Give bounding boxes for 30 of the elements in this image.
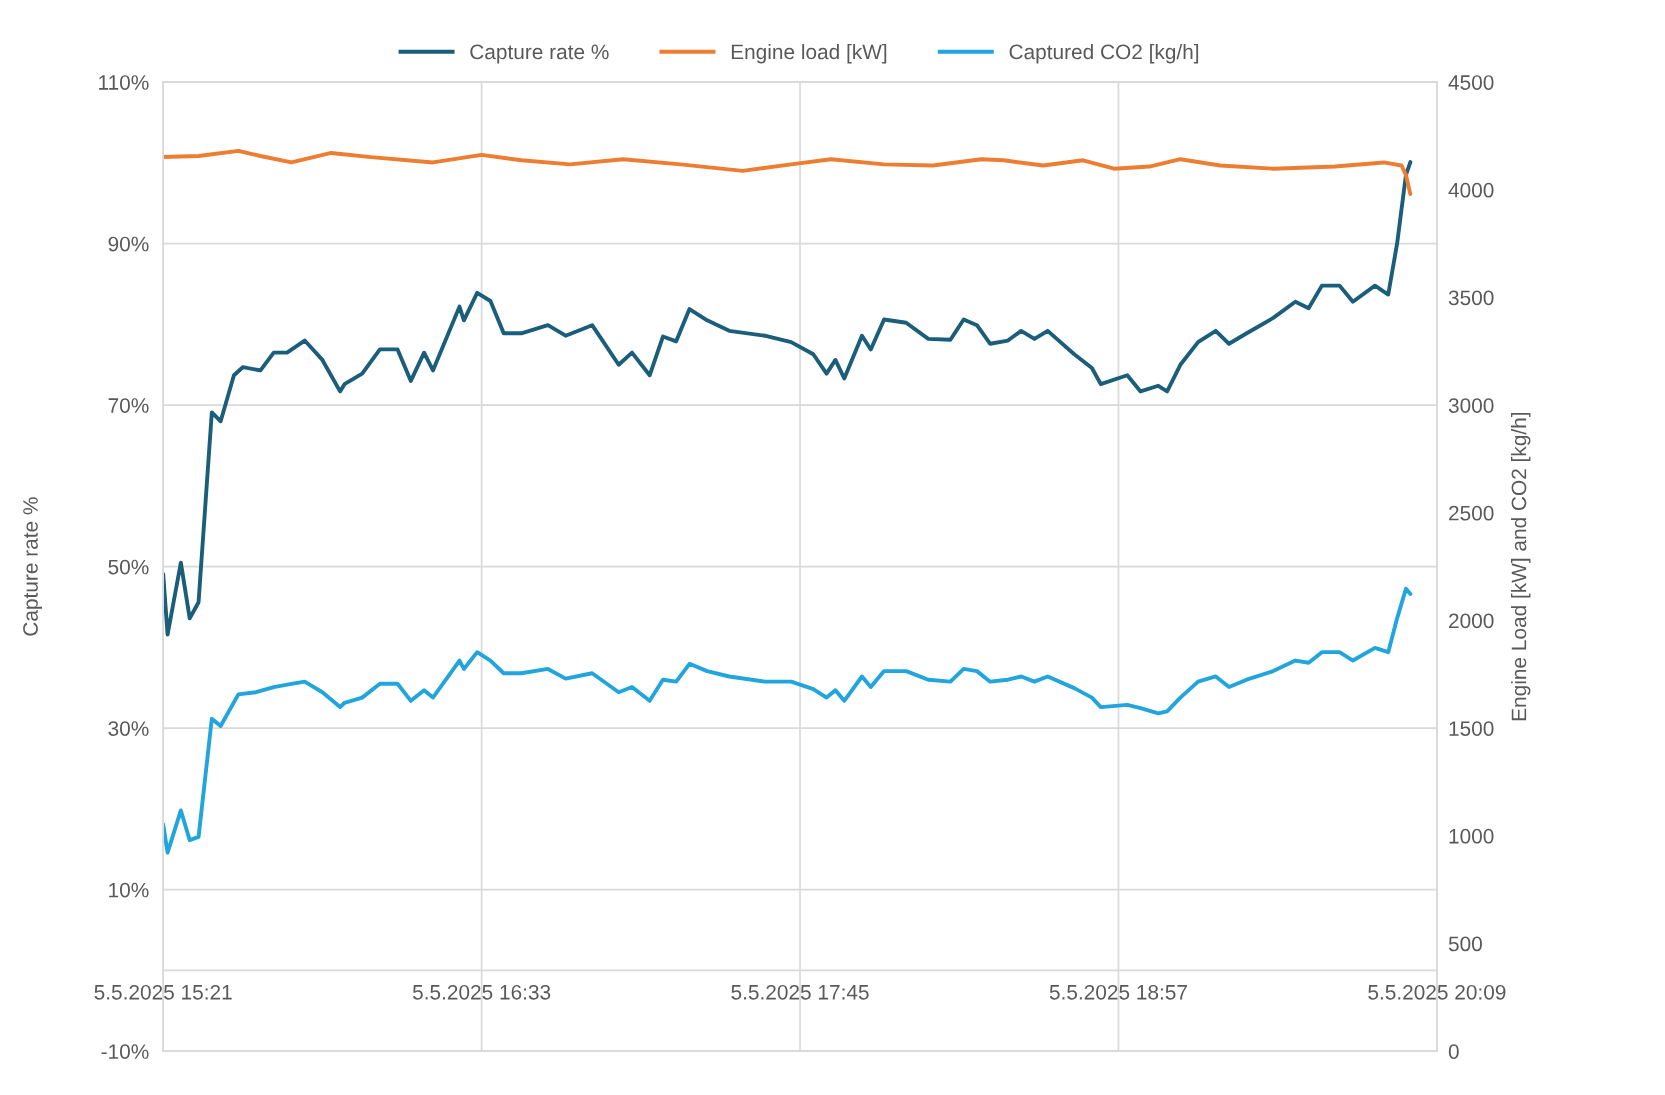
y-tick-label: 10% [109,882,149,898]
y2-tick-label: 4500 [1448,75,1494,90]
y2-tick-label: 3500 [1448,290,1494,306]
y2-tick-label: 2500 [1449,505,1494,521]
y-tick-label: -10% [101,1044,149,1059]
x-tick-label: 5.5.2025 15:21 [94,984,232,1000]
x-tick-label: 5.5.2025 17:45 [731,984,869,1000]
x-tick-label: 5.5.2025 20:09 [1368,984,1506,1000]
line-series [163,148,1413,197]
y2-tick-label: 1500 [1449,721,1494,736]
y2-tick-label: 2000 [1449,613,1494,629]
y2-axis-title: Engine Load [kW] and CO2 [kg/h] [1511,412,1531,721]
x-tick-label: 5.5.2025 16:33 [412,984,551,1000]
y2-tick-label: 3000 [1448,398,1494,413]
y-tick-label: 110% [99,75,149,90]
y-tick-label: 90% [108,236,149,252]
y-tick-label: 70% [108,398,149,413]
legend-label: Engine load [kW] [731,43,887,64]
y2-tick-label: 1000 [1449,828,1494,844]
y-axis-title: Capture rate % [23,497,42,636]
y-tick-label: 50% [108,559,149,575]
y2-tick-label: 4000 [1448,182,1494,198]
y2-tick-label: 500 [1448,936,1482,952]
line-series [163,586,1413,855]
y2-tick-label: 0 [1448,1044,1459,1059]
legend-label: Capture rate % [470,44,609,64]
legend-label: Captured CO2 [kg/h] [1009,43,1199,64]
line-series [163,160,1413,637]
x-tick-label: 5.5.2025 18:57 [1049,984,1187,1000]
y-tick-label: 30% [108,721,149,736]
